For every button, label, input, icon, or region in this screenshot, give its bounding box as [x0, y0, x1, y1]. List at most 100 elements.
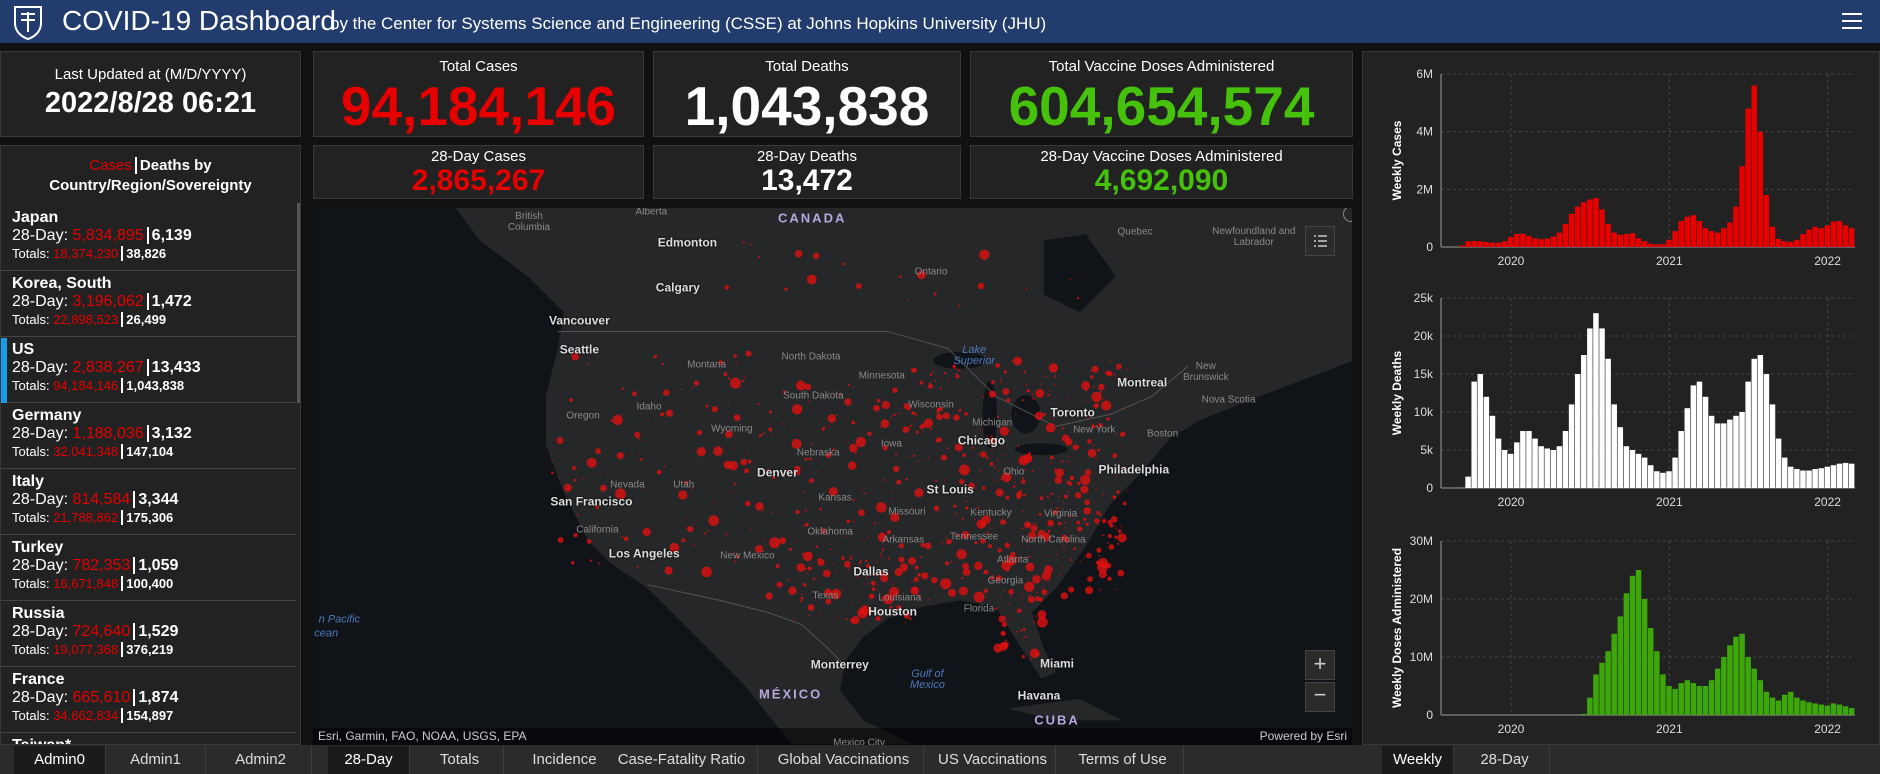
country-item[interactable]: Korea, South 28-Day: 3,196,062 1,472 Totals…	[1, 272, 296, 337]
stat-value: 604,654,574	[1008, 75, 1315, 137]
powered-by[interactable]: Powered by Esri	[1259, 729, 1347, 743]
stat-label: Total Cases	[439, 58, 518, 75]
bar	[1568, 404, 1575, 488]
bar	[1532, 438, 1538, 488]
case-dot	[1071, 515, 1074, 517]
case-dot	[911, 411, 916, 416]
case-dot	[836, 570, 838, 572]
case-dot	[929, 428, 932, 431]
expand-button[interactable]	[1343, 208, 1352, 222]
zoom-in[interactable]: +	[1305, 650, 1335, 680]
day28-cases: 665,610	[72, 689, 131, 706]
case-dot	[852, 555, 854, 557]
case-dot	[788, 586, 797, 595]
case-dot	[999, 596, 1002, 598]
country-item[interactable]: Germany 28-Day: 1,188,036 3,132 Totals: 32,…	[1, 404, 296, 469]
bar	[1611, 232, 1617, 247]
tab[interactable]: Admin0	[14, 746, 106, 774]
legend-button[interactable]	[1305, 226, 1335, 256]
tab[interactable]: Admin2	[210, 746, 312, 774]
tab[interactable]: Admin1	[106, 746, 206, 774]
bar	[1471, 240, 1477, 247]
bar	[1702, 686, 1709, 715]
case-dot	[587, 363, 589, 366]
country-item[interactable]: Japan 28-Day: 5,834,895 6,139 Totals: 18,37…	[1, 206, 296, 271]
map-label: Oregon	[566, 410, 600, 422]
bar	[1477, 241, 1484, 247]
bar	[1836, 463, 1843, 488]
bar	[1666, 686, 1672, 715]
case-dot	[910, 586, 920, 595]
tab[interactable]: 28-Day	[328, 746, 410, 774]
tab[interactable]: Totals	[416, 746, 504, 774]
case-dot	[890, 537, 893, 539]
case-dot	[1036, 591, 1038, 594]
case-dot	[799, 387, 801, 389]
case-dot	[1017, 444, 1020, 447]
case-dot	[1107, 370, 1113, 377]
case-dot	[905, 478, 909, 481]
map-label: Boston	[1147, 428, 1179, 440]
map[interactable]: Esri, Garmin, FAO, NOAA, USGS, EPA Power…	[313, 208, 1352, 745]
case-dot	[551, 459, 553, 462]
country-item[interactable]: US 28-Day: 2,838,267 13,433 Totals: 94,184,…	[1, 338, 296, 403]
bar	[1781, 241, 1788, 247]
scrollbar[interactable]	[297, 203, 300, 403]
case-dot	[896, 605, 902, 611]
country-item[interactable]: France 28-Day: 665,610 1,874 Totals: 34,662…	[1, 668, 296, 733]
bar	[1757, 680, 1764, 715]
case-dot	[977, 453, 980, 455]
total-deaths: 175,306	[121, 510, 174, 525]
menu-button[interactable]	[1842, 12, 1862, 30]
case-dot	[770, 434, 773, 436]
case-dot	[828, 425, 831, 427]
y-tick-label: 4M	[1416, 125, 1433, 139]
bar	[1794, 239, 1800, 247]
day28-row: 28-Day: 724,640 1,529	[12, 623, 296, 641]
case-dot	[1014, 414, 1017, 416]
bar	[1794, 469, 1800, 488]
border	[647, 584, 847, 667]
case-dot	[1091, 391, 1102, 403]
case-dot	[1101, 400, 1112, 411]
country-item[interactable]: Taiwan*	[1, 734, 296, 744]
map-label: Utah	[673, 479, 695, 491]
zoom-out[interactable]: −	[1305, 682, 1335, 712]
case-dot	[727, 359, 729, 361]
case-dot	[1008, 603, 1010, 605]
bar	[1727, 222, 1733, 247]
tab[interactable]: Incidence	[510, 746, 620, 774]
bar	[1587, 697, 1593, 715]
tab[interactable]: Global Vaccinations	[764, 746, 924, 774]
case-dot	[913, 419, 915, 421]
country-name: France	[12, 671, 65, 688]
case-dot	[1116, 368, 1119, 371]
case-dot	[758, 255, 761, 259]
case-dot	[1125, 368, 1128, 371]
country-item[interactable]: Russia 28-Day: 724,640 1,529 Totals: 19,077…	[1, 602, 296, 667]
case-dot	[875, 502, 887, 513]
map-label: MÉXICO	[758, 686, 823, 702]
case-dot	[898, 543, 904, 549]
bar	[1581, 355, 1587, 488]
case-dot	[997, 548, 1002, 553]
case-dot	[711, 406, 718, 413]
case-dot	[947, 588, 957, 597]
case-dot	[870, 580, 876, 586]
case-dot	[1000, 478, 1002, 480]
tab[interactable]: Weekly	[1382, 746, 1454, 774]
country-item[interactable]: Italy 28-Day: 814,584 3,344 Totals: 21,788,…	[1, 470, 296, 535]
tab[interactable]: Terms of Use	[1062, 746, 1184, 774]
total-deaths: 38,826	[121, 246, 167, 261]
case-dot	[954, 533, 957, 535]
country-item[interactable]: Turkey 28-Day: 782,353 1,059 Totals: 16,671…	[1, 536, 296, 601]
case-dot	[727, 377, 731, 380]
tab[interactable]: Case-Fatality Ratio	[606, 746, 758, 774]
case-dot	[1069, 558, 1072, 561]
tab[interactable]: US Vaccinations	[930, 746, 1056, 774]
case-dot	[1035, 388, 1045, 398]
case-dot	[1000, 519, 1007, 526]
case-dot	[1056, 553, 1058, 556]
tab[interactable]: 28-Day	[1460, 746, 1550, 774]
map-label: Philadelphia	[1098, 462, 1170, 477]
